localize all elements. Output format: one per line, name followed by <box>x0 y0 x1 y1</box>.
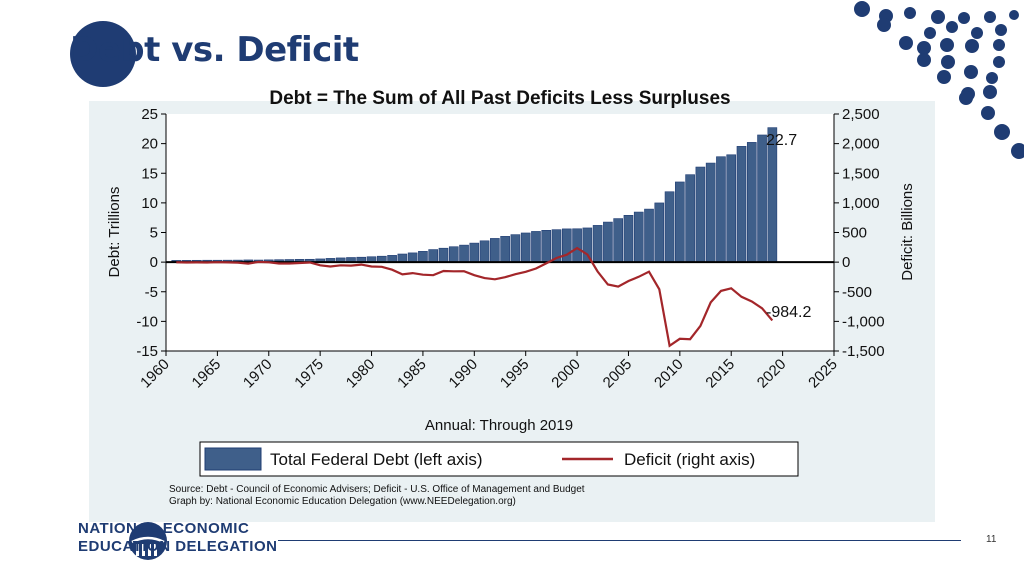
left-tick-label: -15 <box>136 343 158 360</box>
x-tick-label: 2020 <box>754 356 790 392</box>
debt-bar <box>644 208 654 263</box>
x-tick-label: 2000 <box>548 356 584 392</box>
org-name-line-2: EDUCATION DELEGATION <box>78 538 278 555</box>
footer-divider <box>278 540 961 541</box>
right-tick-label: 2,500 <box>842 106 880 123</box>
left-tick-label: 10 <box>141 195 158 212</box>
debt-bar <box>500 236 510 263</box>
left-tick-label: 15 <box>141 165 158 182</box>
right-axis: 2,500 2,000 1,500 1,000 500 0 -500 -1,000 -1,500 <box>833 106 885 360</box>
left-tick-label: 20 <box>141 136 158 153</box>
decorative-dots <box>854 1 1024 159</box>
debt-bar <box>654 202 665 263</box>
source-line-1: Source: Debt - Council of Economic Advis… <box>169 484 585 495</box>
x-tick-label: 1975 <box>291 356 327 392</box>
left-tick-label: 25 <box>141 106 158 123</box>
debt-bars <box>171 127 778 263</box>
x-tick-label: 1995 <box>497 356 533 392</box>
debt-bar <box>603 221 613 263</box>
right-tick-label: 500 <box>842 225 867 242</box>
x-tick-label: 2015 <box>702 356 738 392</box>
debt-bar <box>561 228 572 263</box>
debt-bar <box>746 142 757 263</box>
x-tick-label: 2025 <box>805 356 841 392</box>
legend: Total Federal Debt (left axis) Deficit (… <box>199 441 799 477</box>
debt-bar <box>387 255 397 263</box>
debt-bar <box>613 218 624 263</box>
x-tick-label: 1980 <box>343 356 379 392</box>
deficit-last-annotation: -984.2 <box>766 304 811 321</box>
debt-bar <box>705 162 716 263</box>
debt-bar <box>520 232 531 263</box>
right-tick-label: 0 <box>842 254 850 271</box>
right-tick-label: -1,500 <box>842 343 885 360</box>
x-tick-label: 1965 <box>189 356 225 392</box>
debt-bar <box>541 230 552 263</box>
left-tick-label: -10 <box>136 313 158 330</box>
x-axis: 1960 1965 1970 1975 1980 1985 1990 1995 2000 2005… <box>137 350 841 392</box>
left-axis-label: Debt: Trillions <box>106 187 123 278</box>
debt-bar <box>428 249 439 263</box>
debt-last-annotation: 22.7 <box>766 132 797 149</box>
chart-subtitle: Debt = The Sum of All Past Deficits Less… <box>269 88 731 109</box>
debt-bar <box>664 191 675 263</box>
right-tick-label: -1,000 <box>842 313 885 330</box>
debt-bar <box>675 181 685 263</box>
legend-debt-swatch <box>204 447 262 471</box>
debt-bar <box>459 244 469 263</box>
legend-deficit-label: Deficit (right axis) <box>624 450 755 469</box>
x-tick-label: 1970 <box>240 356 276 392</box>
legend-debt-label: Total Federal Debt (left axis) <box>270 450 483 469</box>
x-axis-label: Annual: Through 2019 <box>425 417 573 434</box>
deficit-line <box>176 246 774 348</box>
need-logo-mark <box>129 522 167 560</box>
x-tick-label: 2005 <box>600 356 636 392</box>
debt-bar <box>407 252 418 263</box>
debt-bar <box>582 227 593 263</box>
x-tick-label: 2010 <box>651 356 687 392</box>
debt-bar <box>572 228 582 263</box>
x-tick-label: 1985 <box>394 356 430 392</box>
debt-bar <box>397 253 408 263</box>
left-tick-label: -5 <box>145 284 158 301</box>
left-tick-label: 5 <box>150 225 158 242</box>
debt-bar <box>695 166 706 263</box>
debt-bar <box>757 134 767 263</box>
slide-title: Debt vs. Deficit <box>70 30 359 70</box>
debt-bar <box>448 246 459 263</box>
debt-bar <box>418 251 428 263</box>
org-name-line-1: NATIONAL ECONOMIC <box>78 520 250 537</box>
x-tick-label: 1990 <box>446 356 482 392</box>
debt-bar <box>592 225 603 263</box>
debt-bar <box>479 240 490 263</box>
left-tick-label: 0 <box>150 254 158 271</box>
right-tick-label: -500 <box>842 284 872 301</box>
debt-bar <box>438 247 449 263</box>
right-axis-label: Deficit: Billions <box>899 183 916 281</box>
debt-bar <box>685 174 695 263</box>
right-tick-label: 1,500 <box>842 165 880 182</box>
source-line-2: Graph by: National Economic Education De… <box>169 496 516 507</box>
right-tick-label: 2,000 <box>842 136 880 153</box>
page-number: 11 <box>986 534 997 545</box>
debt-bar <box>510 234 521 263</box>
debt-bar <box>531 231 541 263</box>
debt-bar <box>469 242 480 263</box>
debt-bar <box>490 238 500 263</box>
debt-bar <box>716 156 726 263</box>
debt-bar <box>633 211 644 263</box>
debt-bar <box>623 215 634 263</box>
left-axis: 25 20 15 10 5 0 -5 -10 -15 <box>136 106 167 360</box>
right-tick-label: 1,000 <box>842 195 880 212</box>
x-tick-label: 1960 <box>137 356 173 392</box>
title-accent-circle <box>70 21 136 87</box>
debt-bar <box>736 146 747 263</box>
title-area: Debt vs. Deficit <box>0 0 420 90</box>
debt-bar <box>726 154 737 263</box>
